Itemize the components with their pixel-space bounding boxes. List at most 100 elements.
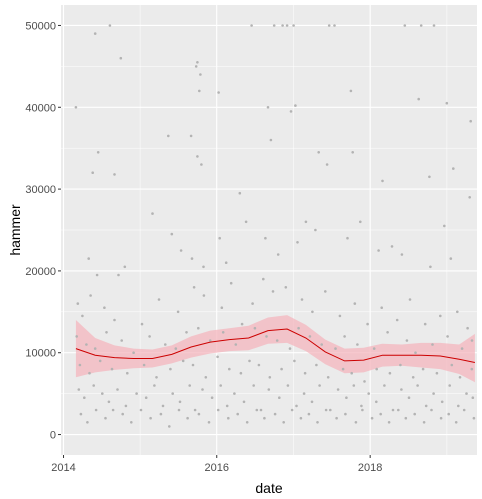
- data-point: [139, 408, 143, 412]
- data-point: [336, 388, 340, 391]
- data-point: [272, 24, 276, 27]
- data-point: [297, 326, 300, 330]
- data-point: [132, 351, 135, 355]
- data-point: [413, 412, 417, 416]
- data-point: [186, 416, 189, 420]
- data-point: [253, 326, 257, 330]
- data-point: [400, 253, 404, 256]
- data-point: [189, 134, 193, 138]
- x-tick-label: 2014: [51, 462, 75, 474]
- data-point: [280, 367, 283, 371]
- data-point: [354, 421, 358, 424]
- data-point: [275, 339, 279, 342]
- data-point: [310, 400, 314, 404]
- x-axis: 2014 2016 2018: [51, 455, 382, 474]
- data-point: [194, 65, 198, 68]
- data-point: [403, 24, 407, 27]
- data-point: [101, 392, 104, 395]
- data-point: [262, 277, 265, 281]
- data-point: [159, 412, 163, 416]
- data-point: [236, 412, 239, 416]
- data-point: [239, 371, 243, 375]
- data-point: [381, 179, 384, 183]
- data-point: [113, 318, 116, 322]
- data-point: [116, 388, 119, 391]
- data-point: [93, 32, 97, 35]
- data-point: [164, 343, 167, 346]
- data-point: [219, 384, 222, 387]
- data-point: [411, 376, 415, 379]
- data-point: [240, 322, 244, 326]
- data-point: [284, 286, 288, 289]
- data-point: [104, 416, 107, 420]
- data-point: [341, 367, 345, 371]
- data-point: [217, 91, 220, 94]
- data-point: [320, 343, 324, 346]
- data-point: [399, 363, 402, 367]
- data-point: [307, 412, 311, 416]
- data-point: [171, 392, 174, 395]
- points-layer: [74, 24, 476, 428]
- data-point: [81, 314, 84, 318]
- data-point: [352, 384, 356, 387]
- data-point: [300, 298, 304, 301]
- data-point: [140, 322, 144, 326]
- y-tick-label: 40000: [25, 102, 56, 114]
- data-point: [250, 24, 253, 27]
- data-point: [288, 347, 292, 350]
- data-point: [238, 191, 242, 195]
- data-point: [454, 421, 458, 424]
- data-point: [432, 392, 435, 395]
- data-point: [334, 347, 337, 350]
- data-point: [245, 421, 249, 424]
- data-point: [435, 371, 439, 375]
- data-point: [174, 347, 178, 350]
- data-point: [439, 416, 443, 420]
- data-point: [255, 408, 259, 412]
- data-point: [119, 56, 123, 60]
- data-point: [244, 220, 248, 224]
- data-point: [178, 400, 182, 404]
- data-point: [177, 408, 181, 412]
- data-point: [359, 220, 362, 224]
- data-point: [432, 24, 436, 27]
- data-point: [290, 408, 294, 412]
- data-point: [351, 151, 355, 154]
- data-point: [414, 351, 417, 355]
- data-point: [161, 404, 165, 408]
- data-point: [361, 408, 364, 412]
- data-point: [452, 167, 455, 170]
- data-point: [257, 363, 261, 367]
- data-point: [216, 408, 220, 412]
- data-point: [324, 290, 327, 293]
- data-point: [315, 363, 318, 367]
- data-point: [345, 396, 348, 400]
- data-point: [126, 371, 129, 375]
- data-point: [294, 104, 297, 107]
- data-point: [120, 339, 123, 342]
- data-point: [85, 343, 88, 346]
- data-point: [190, 257, 194, 260]
- data-point: [465, 392, 468, 395]
- data-point: [192, 286, 196, 289]
- data-point: [458, 376, 462, 379]
- data-point: [293, 359, 296, 363]
- smooth-line-layer: [75, 328, 475, 363]
- data-point: [197, 326, 200, 330]
- data-point: [350, 371, 354, 375]
- data-point: [472, 416, 476, 420]
- data-point: [167, 134, 170, 138]
- data-point: [440, 400, 444, 404]
- data-point: [471, 396, 475, 400]
- data-point: [299, 416, 303, 420]
- x-axis-title: date: [255, 480, 282, 496]
- data-point: [372, 347, 376, 350]
- data-point: [316, 421, 319, 424]
- data-point: [470, 339, 474, 342]
- data-point: [157, 298, 161, 301]
- data-point: [224, 261, 228, 265]
- data-point: [111, 408, 115, 412]
- data-point: [234, 343, 238, 346]
- data-point: [408, 298, 412, 301]
- y-tick-label: 0: [50, 430, 56, 442]
